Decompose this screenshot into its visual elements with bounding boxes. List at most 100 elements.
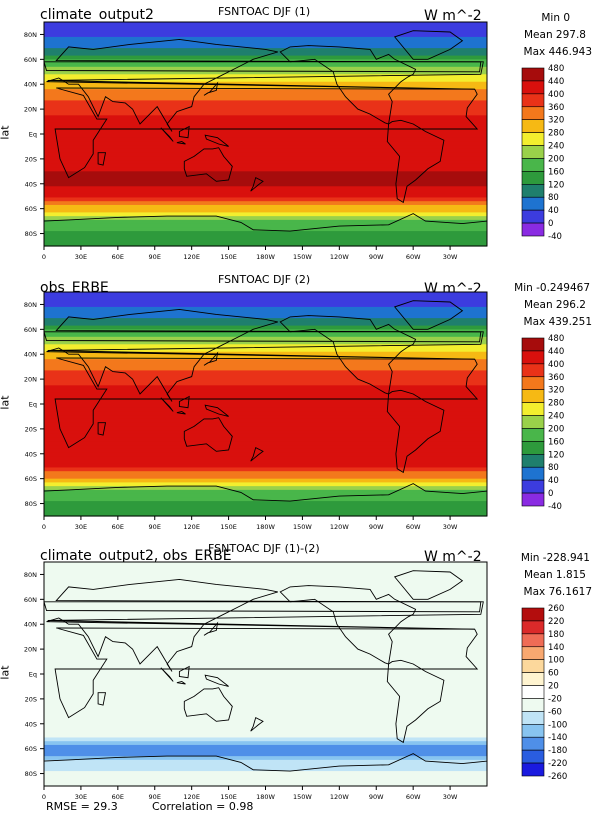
- field-band: [44, 759, 487, 765]
- colorbar-swatch: [521, 350, 545, 365]
- colorbar-swatch: [521, 749, 545, 764]
- x-tick-label: 30W: [443, 523, 458, 531]
- field-band: [44, 385, 487, 390]
- panel-left-label: climate_output2, obs_ERBE: [40, 548, 232, 564]
- field-band: [44, 348, 487, 353]
- field-band: [44, 66, 487, 72]
- field-band: [44, 216, 487, 221]
- colorbar-swatch: [521, 724, 545, 738]
- field-band: [44, 782, 487, 787]
- x-tick-label: 0: [42, 253, 46, 261]
- x-tick-label: 30W: [443, 253, 458, 261]
- coastline: [386, 659, 445, 744]
- coastline: [393, 300, 464, 330]
- field-band: [44, 576, 487, 582]
- field-band: [44, 377, 487, 383]
- x-tick-label: 60W: [406, 253, 421, 261]
- field-band: [44, 100, 487, 105]
- coastline: [176, 681, 186, 685]
- field-band: [44, 703, 487, 709]
- field-band: [44, 467, 487, 472]
- colorbar-swatch: [521, 93, 545, 108]
- field-band: [44, 711, 487, 716]
- x-tick-label: 150W: [293, 253, 312, 261]
- colorbar-swatch: [521, 402, 545, 416]
- field-band: [44, 748, 487, 753]
- coastline: [178, 125, 190, 139]
- colorbar-swatch: [521, 633, 545, 648]
- coastline: [160, 397, 174, 412]
- field-band: [44, 715, 487, 720]
- colorbar-swatch: [521, 337, 545, 352]
- colorbar-swatch: [521, 698, 545, 712]
- colorbar-label: 480: [548, 64, 564, 74]
- field-band: [44, 55, 487, 60]
- coastline: [393, 570, 464, 600]
- field-band: [44, 573, 487, 578]
- field-band: [44, 33, 487, 38]
- field-band: [44, 584, 487, 589]
- colorbar-label: 240: [548, 142, 564, 152]
- field-band: [44, 767, 487, 772]
- panel-1: climate_output2 FSNTOAC DJF (1) W m^-2 M…: [0, 0, 606, 272]
- field-band: [44, 718, 487, 724]
- field-band: [44, 381, 487, 386]
- field-band: [44, 430, 487, 435]
- coastline: [386, 389, 445, 474]
- colorbar-swatch: [521, 607, 545, 622]
- coastline: [54, 627, 479, 719]
- field-band: [44, 306, 487, 312]
- field-band: [44, 640, 487, 645]
- field-band: [44, 662, 487, 668]
- colorbar-swatch: [521, 209, 545, 224]
- x-tick-label: 120W: [330, 793, 349, 801]
- y-ticks: 80N 60N 40N 20N Eq 20S 40S 60S 80S: [24, 571, 44, 778]
- colorbar-swatch: [521, 67, 545, 82]
- field-band: [44, 219, 487, 225]
- y-tick-label: 60S: [25, 475, 37, 483]
- field-band: [44, 40, 487, 45]
- field-band: [44, 463, 487, 469]
- colorbar-label: 400: [548, 360, 564, 370]
- field-band: [44, 659, 487, 664]
- field-band: [44, 96, 487, 101]
- field-band: [44, 178, 487, 184]
- colorbar-label: 240: [548, 412, 564, 422]
- field-band: [44, 730, 487, 735]
- x-tick-label: 150E: [220, 523, 237, 531]
- field-band: [44, 374, 487, 379]
- field-band: [44, 321, 487, 327]
- x-tick-label: 30E: [75, 793, 87, 801]
- field-band: [44, 562, 487, 567]
- y-tick-label: 80N: [24, 571, 37, 579]
- y-tick-label: Eq: [29, 401, 37, 409]
- map-plot: 0 30E 60E 90E 120E 150E 180W 150W 120W 90W 60W 30W 8…: [24, 561, 567, 801]
- x-tick-label: 120W: [330, 523, 349, 531]
- colorbar-label: -180: [548, 746, 567, 756]
- x-tick-label: 30E: [75, 253, 87, 261]
- stat-max: Max 76.1617: [523, 586, 592, 598]
- field-band: [44, 389, 487, 394]
- field-band: [44, 452, 487, 457]
- colorbar-label: 260: [548, 604, 564, 614]
- field-band: [44, 362, 487, 368]
- field-band: [44, 333, 487, 338]
- colorbar-swatch: [521, 389, 545, 403]
- field-band: [44, 614, 487, 619]
- field-band: [44, 595, 487, 600]
- field-band: [44, 696, 487, 701]
- colorbar-swatch: [521, 441, 545, 455]
- coastline: [250, 176, 264, 192]
- field-band: [44, 212, 487, 217]
- y-tick-label: 60N: [24, 596, 37, 604]
- y-tick-label: 40S: [25, 450, 37, 458]
- colorbar-label: 0: [548, 489, 553, 499]
- field-band: [44, 186, 487, 191]
- colorbar-swatch: [521, 196, 545, 211]
- colorbar-label: 120: [548, 180, 564, 190]
- x-tick-label: 90W: [369, 523, 384, 531]
- colorbar-swatch: [521, 376, 545, 390]
- y-tick-label: 20N: [24, 106, 37, 114]
- colorbar-label: 200: [548, 154, 564, 164]
- colorbar-swatch: [521, 454, 545, 468]
